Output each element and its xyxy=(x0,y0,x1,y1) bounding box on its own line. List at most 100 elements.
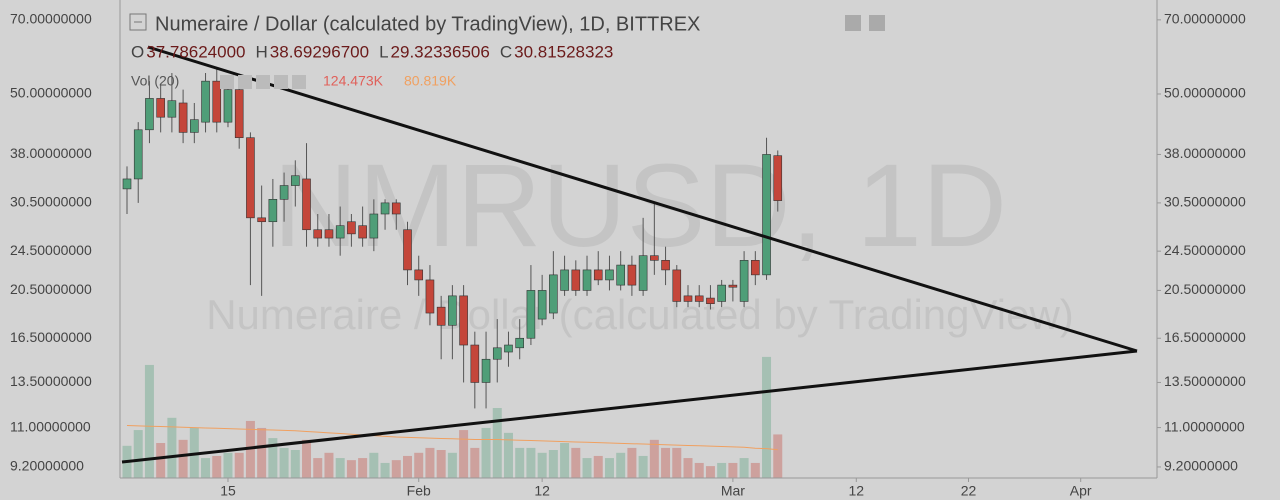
volume-bar xyxy=(201,458,211,478)
candle-body xyxy=(414,269,424,281)
candle-body xyxy=(212,80,222,123)
x-tick-label: 22 xyxy=(961,483,977,499)
candle-body xyxy=(616,264,625,286)
candle-body xyxy=(358,225,367,239)
y-tick-label: 11.00000000 xyxy=(1164,418,1245,434)
chart-title: Numeraire / Dollar (calculated by Tradin… xyxy=(155,13,700,35)
candle-body xyxy=(122,178,132,190)
candle-body xyxy=(459,295,468,346)
candle-body xyxy=(762,154,771,276)
candle-body xyxy=(335,225,345,239)
candle-body xyxy=(650,255,659,261)
legend-icon[interactable] xyxy=(256,75,270,89)
candle-body xyxy=(728,284,738,288)
y-tick-label: 30.50000000 xyxy=(1164,194,1246,210)
volume-bar xyxy=(717,462,727,478)
volume-legend-label: Vol (20) xyxy=(131,73,179,89)
y-tick-label: 20.50000000 xyxy=(1164,281,1246,297)
candle-body xyxy=(638,255,648,291)
y-tick-label: 24.50000000 xyxy=(10,242,92,258)
candle-body xyxy=(290,175,300,186)
legend-icon[interactable] xyxy=(274,75,288,89)
legend-icon[interactable] xyxy=(220,75,234,89)
volume-bar xyxy=(571,447,581,478)
volume-bar xyxy=(661,447,671,478)
settings-icon[interactable] xyxy=(845,15,861,31)
volume-bar xyxy=(750,462,760,478)
volume-bar xyxy=(728,462,738,478)
candle-body xyxy=(167,100,177,118)
volume-bar xyxy=(380,462,390,478)
y-tick-label: 70.00000000 xyxy=(10,11,92,27)
candle-body xyxy=(560,269,569,291)
y-tick-label: 13.50000000 xyxy=(1164,373,1246,389)
volume-bar xyxy=(582,458,592,478)
volume-bar xyxy=(403,455,412,478)
candle-body xyxy=(234,89,244,139)
y-tick-label: 38.00000000 xyxy=(10,145,92,161)
volume-bar xyxy=(425,447,435,478)
collapse-button[interactable] xyxy=(129,13,147,31)
volume-bar xyxy=(672,447,682,478)
candle-body xyxy=(672,269,682,302)
volume-bar xyxy=(302,439,312,478)
y-tick-label: 9.20000000 xyxy=(10,458,84,474)
volume-bar xyxy=(683,458,693,478)
volume-bar xyxy=(290,450,300,478)
x-tick-label: 15 xyxy=(220,483,236,499)
ohlc-label: L xyxy=(379,42,388,61)
volume-bar xyxy=(212,455,222,478)
candle-body xyxy=(347,221,356,235)
ohlc-label: C xyxy=(500,42,512,61)
volume-bar xyxy=(414,452,424,478)
candles xyxy=(122,69,783,409)
volume-bar xyxy=(459,430,469,478)
candle-body xyxy=(706,297,715,305)
candle-body xyxy=(156,98,165,118)
candle-body xyxy=(246,137,255,219)
candle-body xyxy=(268,199,278,223)
volume-bar xyxy=(257,427,267,478)
candle-body xyxy=(481,358,491,383)
x-tick-label: Mar xyxy=(721,483,745,499)
volume-bar xyxy=(324,452,334,478)
volume-bar xyxy=(560,443,570,478)
ohlc-value: 38.69296700 xyxy=(270,42,369,61)
gear-icon[interactable] xyxy=(869,15,885,31)
volume-value: 124.473K xyxy=(323,73,384,89)
candle-body xyxy=(717,284,726,302)
watermark-name: Numeraire / Dollar (calculated by Tradin… xyxy=(206,291,1074,338)
y-tick-label: 38.00000000 xyxy=(1164,145,1246,161)
candle-body xyxy=(504,344,513,353)
y-tick-label: 70.00000000 xyxy=(1164,11,1246,27)
candle-body xyxy=(448,295,457,326)
candle-body xyxy=(526,290,536,339)
y-tick-label: 11.00000000 xyxy=(10,418,91,434)
volume-bar xyxy=(537,452,547,478)
trend-line-upper xyxy=(147,45,1138,353)
candle-body xyxy=(313,229,323,239)
volume-bar xyxy=(481,427,491,478)
ohlc-value: 30.81528323 xyxy=(514,42,613,61)
trend-line-lower xyxy=(121,349,1138,464)
candle-body xyxy=(223,89,233,123)
volume-bar xyxy=(346,460,356,478)
volume-bar xyxy=(447,452,457,478)
axes: 70.00000000 70.00000000 50.00000000 50.0000… xyxy=(10,11,1246,499)
candle-body xyxy=(683,295,693,302)
candle-body xyxy=(582,269,592,291)
legend-icon[interactable] xyxy=(292,75,306,89)
ohlc-value: 29.32336506 xyxy=(391,42,490,61)
volume-bar xyxy=(773,434,783,478)
candle-body xyxy=(549,274,558,314)
volume-bar xyxy=(167,417,177,478)
y-tick-label: 9.20000000 xyxy=(1164,458,1238,474)
volume-bar xyxy=(470,447,480,478)
volume-bar xyxy=(503,432,513,478)
legend-icon[interactable] xyxy=(238,75,252,89)
y-tick-label: 30.50000000 xyxy=(10,194,92,210)
volume-bar xyxy=(223,452,233,478)
volume-bar xyxy=(313,458,323,478)
candle-body xyxy=(257,217,266,223)
